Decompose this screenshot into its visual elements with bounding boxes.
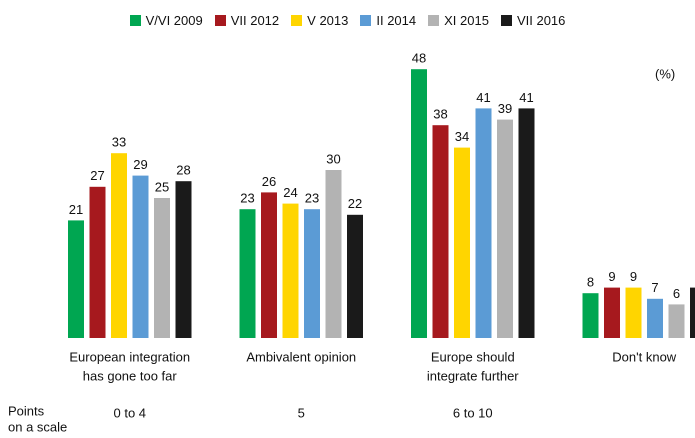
legend-swatch — [291, 15, 303, 26]
bar — [132, 175, 149, 338]
value-label: 9 — [608, 269, 615, 284]
value-label: 8 — [587, 275, 594, 290]
value-label: 23 — [305, 191, 319, 206]
bar — [582, 293, 599, 338]
legend-item: XI 2015 — [428, 13, 489, 28]
legend-swatch — [129, 15, 141, 26]
bar — [604, 287, 620, 338]
value-label: 23 — [240, 191, 254, 206]
legend-label: VII 2012 — [230, 13, 280, 28]
bar — [304, 209, 320, 338]
legend-label: VII 2016 — [516, 13, 566, 28]
value-label: 41 — [519, 90, 533, 105]
value-label: 38 — [433, 107, 447, 122]
category-label: has gone too far — [83, 368, 178, 383]
legend-label: XI 2015 — [444, 13, 489, 28]
value-label: 22 — [348, 196, 362, 211]
bar — [475, 108, 492, 339]
value-label: 27 — [90, 168, 104, 183]
bar — [411, 69, 427, 338]
scale-title: Points — [8, 403, 45, 418]
scale-label: 5 — [298, 405, 305, 420]
value-label: 29 — [133, 157, 147, 172]
value-label: 24 — [283, 185, 297, 200]
value-label: 6 — [673, 286, 680, 301]
category-label: Ambivalent opinion — [246, 349, 356, 364]
bar — [261, 192, 277, 338]
category-label: European integration — [69, 349, 190, 364]
category-label: Europe should — [431, 349, 515, 364]
value-label: 30 — [326, 151, 340, 166]
value-label: 48 — [412, 51, 426, 66]
bar — [454, 147, 470, 338]
scale-title: on a scale — [8, 419, 67, 434]
value-label: 25 — [155, 179, 169, 194]
legend-swatch — [500, 15, 512, 26]
value-label: 33 — [112, 135, 126, 150]
bar — [647, 298, 663, 338]
legend-item: VII 2012 — [214, 13, 280, 28]
bar — [89, 186, 106, 338]
legend-swatch — [428, 15, 440, 26]
value-label: 41 — [476, 90, 490, 105]
bar — [668, 304, 685, 338]
legend-item: VII 2016 — [500, 13, 566, 28]
scale-label: 6 to 10 — [453, 405, 493, 420]
legend-label: II 2014 — [376, 13, 417, 28]
value-label: 7 — [651, 280, 658, 295]
category-label: integrate further — [427, 368, 519, 383]
bar — [497, 119, 513, 338]
unit-label: (%) — [655, 66, 675, 81]
legend-label: V/VI 2009 — [145, 13, 203, 28]
value-label: 34 — [455, 129, 469, 144]
scale-label: 0 to 4 — [113, 405, 146, 420]
value-label: 26 — [262, 174, 276, 189]
legend: V/VI 2009 VII 2012 V 2013 II 2014 XI 2015 VII… — [0, 13, 695, 28]
legend-label: V 2013 — [307, 13, 349, 28]
value-label: 9 — [630, 269, 637, 284]
bar — [239, 209, 256, 338]
legend-item: V 2013 — [291, 13, 348, 28]
bar — [518, 108, 535, 339]
bar — [68, 220, 84, 338]
bar — [282, 203, 299, 338]
value-label: 21 — [69, 202, 83, 217]
bar — [347, 214, 363, 338]
legend-item: II 2014 — [360, 13, 416, 28]
bar — [111, 153, 127, 338]
bar — [690, 287, 695, 338]
bar — [432, 125, 449, 338]
value-label: 28 — [176, 163, 190, 178]
legend-swatch — [214, 15, 226, 26]
bar — [325, 170, 342, 338]
legend-item: V/VI 2009 — [129, 13, 203, 28]
legend-swatch — [360, 15, 372, 26]
category-label: Don't know — [612, 349, 677, 364]
bar — [625, 287, 642, 338]
bar — [175, 181, 192, 338]
bar — [154, 198, 170, 338]
value-label: 39 — [498, 101, 512, 116]
